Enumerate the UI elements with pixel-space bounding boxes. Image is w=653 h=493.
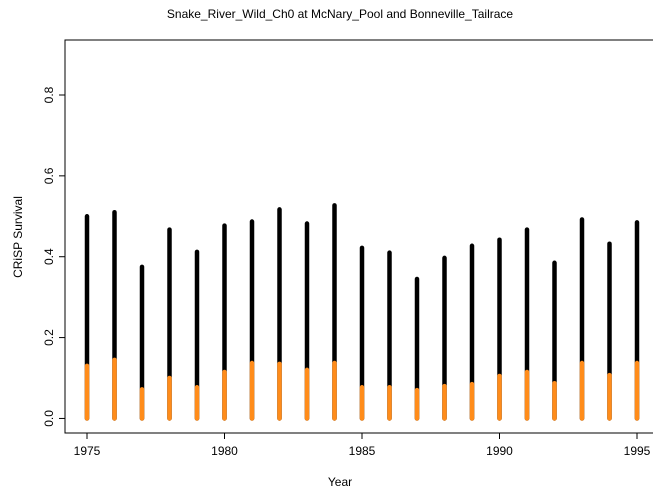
x-tick-label: 1975	[74, 444, 101, 458]
x-tick-label: 1995	[624, 444, 651, 458]
y-tick-label: 0.0	[42, 410, 56, 427]
y-tick-label: 0.6	[42, 167, 56, 184]
x-axis-label: Year	[328, 475, 352, 489]
y-axis-label: CRiSP Survival	[11, 196, 25, 278]
y-tick-label: 0.8	[42, 86, 56, 103]
x-tick-label: 1985	[349, 444, 376, 458]
y-tick-label: 0.2	[42, 329, 56, 346]
chart-title: Snake_River_Wild_Ch0 at McNary_Pool and …	[167, 7, 514, 21]
x-tick-label: 1980	[211, 444, 238, 458]
y-tick-label: 0.4	[42, 248, 56, 265]
x-tick-label: 1990	[486, 444, 513, 458]
plot-frame	[64, 39, 653, 434]
